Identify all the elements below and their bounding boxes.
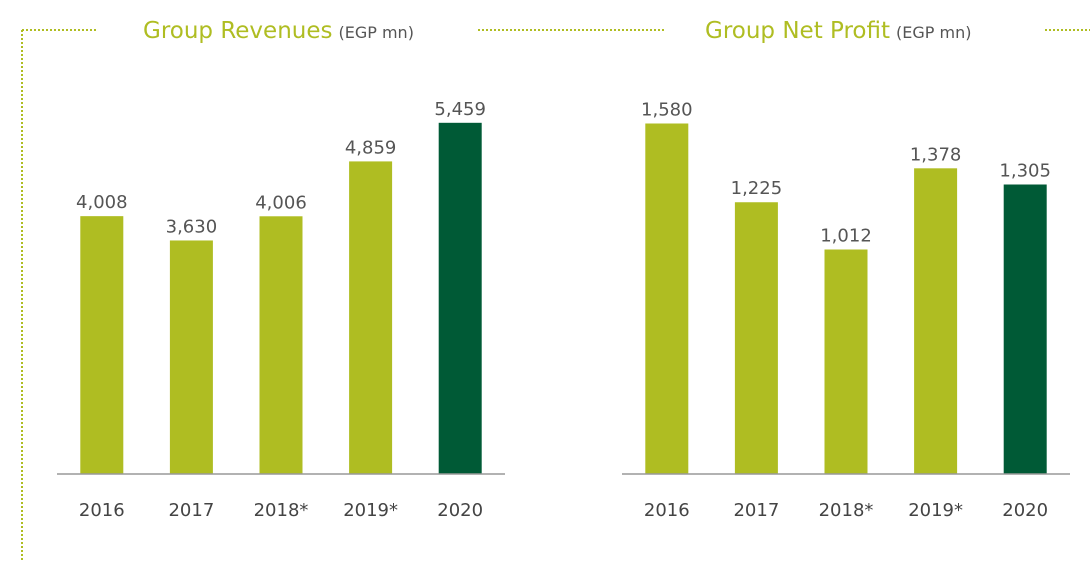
bar (914, 168, 958, 475)
x-tick-label: 2016 (644, 500, 690, 521)
chart-title: Group Revenues (EGP mn) (143, 18, 414, 44)
x-tick-label: 2017 (168, 500, 214, 521)
x-tick-label: 2019* (908, 500, 963, 521)
value-label: 5,459 (434, 99, 486, 120)
title-text: Group Revenues (143, 18, 332, 44)
bar (169, 240, 213, 474)
bar (259, 216, 303, 474)
x-tick-label: 2019* (343, 500, 398, 521)
bar (349, 161, 393, 474)
value-label: 4,008 (76, 192, 128, 213)
value-label: 1,305 (999, 161, 1051, 182)
bar (438, 122, 482, 475)
value-label: 1,378 (910, 144, 962, 165)
title-text: Group Net Profit (705, 18, 890, 44)
x-tick-label: 2018* (819, 500, 874, 521)
bar (1003, 184, 1047, 474)
value-label: 1,012 (820, 225, 872, 246)
value-label: 4,859 (345, 137, 397, 158)
x-tick-label: 2017 (733, 500, 779, 521)
x-tick-label: 2020 (1002, 500, 1048, 521)
x-tick-label: 2016 (79, 500, 125, 521)
bar (80, 216, 124, 475)
title-unit: (EGP mn) (896, 23, 971, 42)
bar (824, 249, 868, 474)
value-label: 3,630 (166, 216, 218, 237)
value-label: 1,225 (731, 178, 783, 199)
x-tick-label: 2018* (254, 500, 309, 521)
bar (734, 202, 778, 474)
bar (645, 123, 689, 474)
x-tick-label: 2020 (437, 500, 483, 521)
value-label: 4,006 (255, 192, 307, 213)
value-label: 1,580 (641, 99, 693, 120)
chart-title: Group Net Profit (EGP mn) (705, 18, 971, 44)
title-unit: (EGP mn) (338, 23, 413, 42)
